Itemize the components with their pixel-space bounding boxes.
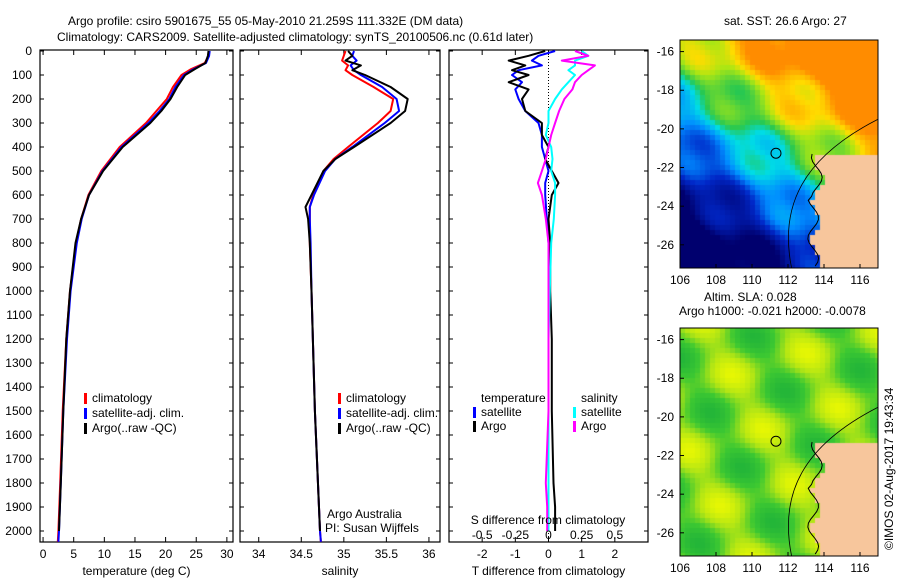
y-tick-label: 1600 (5, 428, 32, 442)
y-tick-label: 1500 (5, 404, 32, 418)
x-tick-label: 20 (159, 547, 173, 561)
legend-swatch (338, 408, 341, 419)
y-tick-label: 1800 (5, 476, 32, 490)
x2-tick-label: -0.25 (502, 528, 530, 542)
x-tick-label: 36 (422, 547, 436, 561)
x-axis-label: salinity (322, 564, 359, 578)
x-tick-label: 10 (98, 547, 112, 561)
sla-map-title-2: Argo h1000: -0.021 h2000: -0.0078 (679, 304, 866, 318)
series-line-t-argo (507, 50, 560, 531)
legend-swatch (84, 408, 87, 419)
legend-label-1: satellite-adj. clim. (346, 406, 438, 420)
y-tick-label: 700 (12, 212, 32, 226)
x2-axis-label: S difference from climatology (471, 513, 626, 527)
legend-label-0: climatology (346, 391, 406, 405)
y-tick-label: 400 (12, 140, 32, 154)
x-tick-label: 35 (337, 547, 351, 561)
y-tick-label: 1900 (5, 500, 32, 514)
legend-swatch (84, 423, 87, 434)
y-tick-label: 1400 (5, 380, 32, 394)
credit-text: ©IMOS 02-Aug-2017 19:43:34 (882, 387, 896, 550)
legend-swatch (84, 393, 87, 404)
legend-swatch (473, 421, 476, 432)
x-tick-label: 2 (611, 547, 618, 561)
x-tick-label: -1 (510, 547, 521, 561)
legend-label-2: Argo(..raw -QC) (92, 421, 177, 435)
x2-tick-label: 0.25 (570, 528, 594, 542)
legend-title-temperature: temperature (481, 391, 546, 405)
x-tick-label: 34.5 (290, 547, 314, 561)
y-tick-label: 600 (12, 188, 32, 202)
title-line-1: Argo profile: csiro 5901675_55 05-May-20… (68, 14, 464, 28)
legend-swatch (338, 393, 341, 404)
legend-label-diff-0: satellite (481, 405, 522, 419)
x-tick-label: 5 (70, 547, 77, 561)
x2-tick-label: 0.5 (606, 528, 623, 542)
legend-swatch (573, 421, 576, 432)
y-tick-label: 1200 (5, 332, 32, 346)
legend-label-0: climatology (92, 391, 152, 405)
sst-map-title: sat. SST: 26.6 Argo: 27 (724, 14, 847, 28)
title-line-2: Climatology: CARS2009. Satellite-adjuste… (57, 30, 534, 44)
y-tick-label: 100 (12, 68, 32, 82)
sla-map-image (680, 328, 878, 556)
y-tick-label: 200 (12, 92, 32, 106)
legend-swatch (473, 407, 476, 418)
legend-swatch (573, 407, 576, 418)
series-line-s-argo (536, 50, 596, 531)
series-line-climatology (56, 51, 210, 542)
x2-tick-label: 0 (545, 528, 552, 542)
y-tick-label: 1100 (6, 308, 32, 322)
legend-label-1: satellite-adj. clim. (92, 406, 184, 420)
annotation-line-2: PI: Susan Wijffels (325, 521, 419, 535)
legend-label-diff-3: Argo (581, 419, 607, 433)
y-tick-label: 1300 (5, 356, 32, 370)
x-tick-label: 34 (252, 547, 266, 561)
legend-label-diff-2: satellite (581, 405, 622, 419)
annotation-line-1: Argo Australia (327, 507, 402, 521)
x-axis-label: T difference from climatology (472, 564, 626, 578)
y-tick-label: 800 (12, 236, 32, 250)
x-tick-label: 30 (220, 547, 234, 561)
series-line-satellite-adj-clim- (57, 50, 211, 542)
y-tick-label: 300 (12, 116, 32, 130)
series-line-argo-raw-qc- (58, 50, 210, 532)
y-tick-label: 1000 (5, 284, 32, 298)
series-line-satellite-adj-clim- (308, 50, 401, 542)
x-tick-label: 35.5 (375, 547, 399, 561)
panel-frame-salinity (239, 49, 441, 543)
legend-label-2: Argo(..raw -QC) (346, 421, 431, 435)
legend-title-salinity: salinity (581, 391, 618, 405)
sst-map-image (680, 40, 878, 268)
y-tick-label: 900 (12, 260, 32, 274)
y-tick-label: 2000 (5, 524, 32, 538)
series-line-climatology (308, 50, 395, 542)
legend-label-diff-1: Argo (481, 419, 507, 433)
legend-swatch (338, 423, 341, 434)
x-axis-label: temperature (deg C) (82, 564, 190, 578)
x-tick-label: 15 (128, 547, 142, 561)
y-tick-label: 0 (25, 44, 32, 58)
x-tick-label: 25 (190, 547, 204, 561)
x-tick-label: 1 (578, 547, 585, 561)
x-tick-label: -2 (477, 547, 488, 561)
sla-map-title-1: Altim. SLA: 0.028 (704, 290, 797, 304)
panel-frame-temperature (39, 49, 234, 543)
series-line-argo-raw-qc- (304, 50, 409, 532)
y-tick-label: 1700 (5, 452, 32, 466)
x-tick-label: 0 (40, 547, 47, 561)
y-tick-label: 500 (12, 164, 32, 178)
x-tick-label: 0 (545, 547, 552, 561)
x2-tick-label: -0.5 (472, 528, 493, 542)
